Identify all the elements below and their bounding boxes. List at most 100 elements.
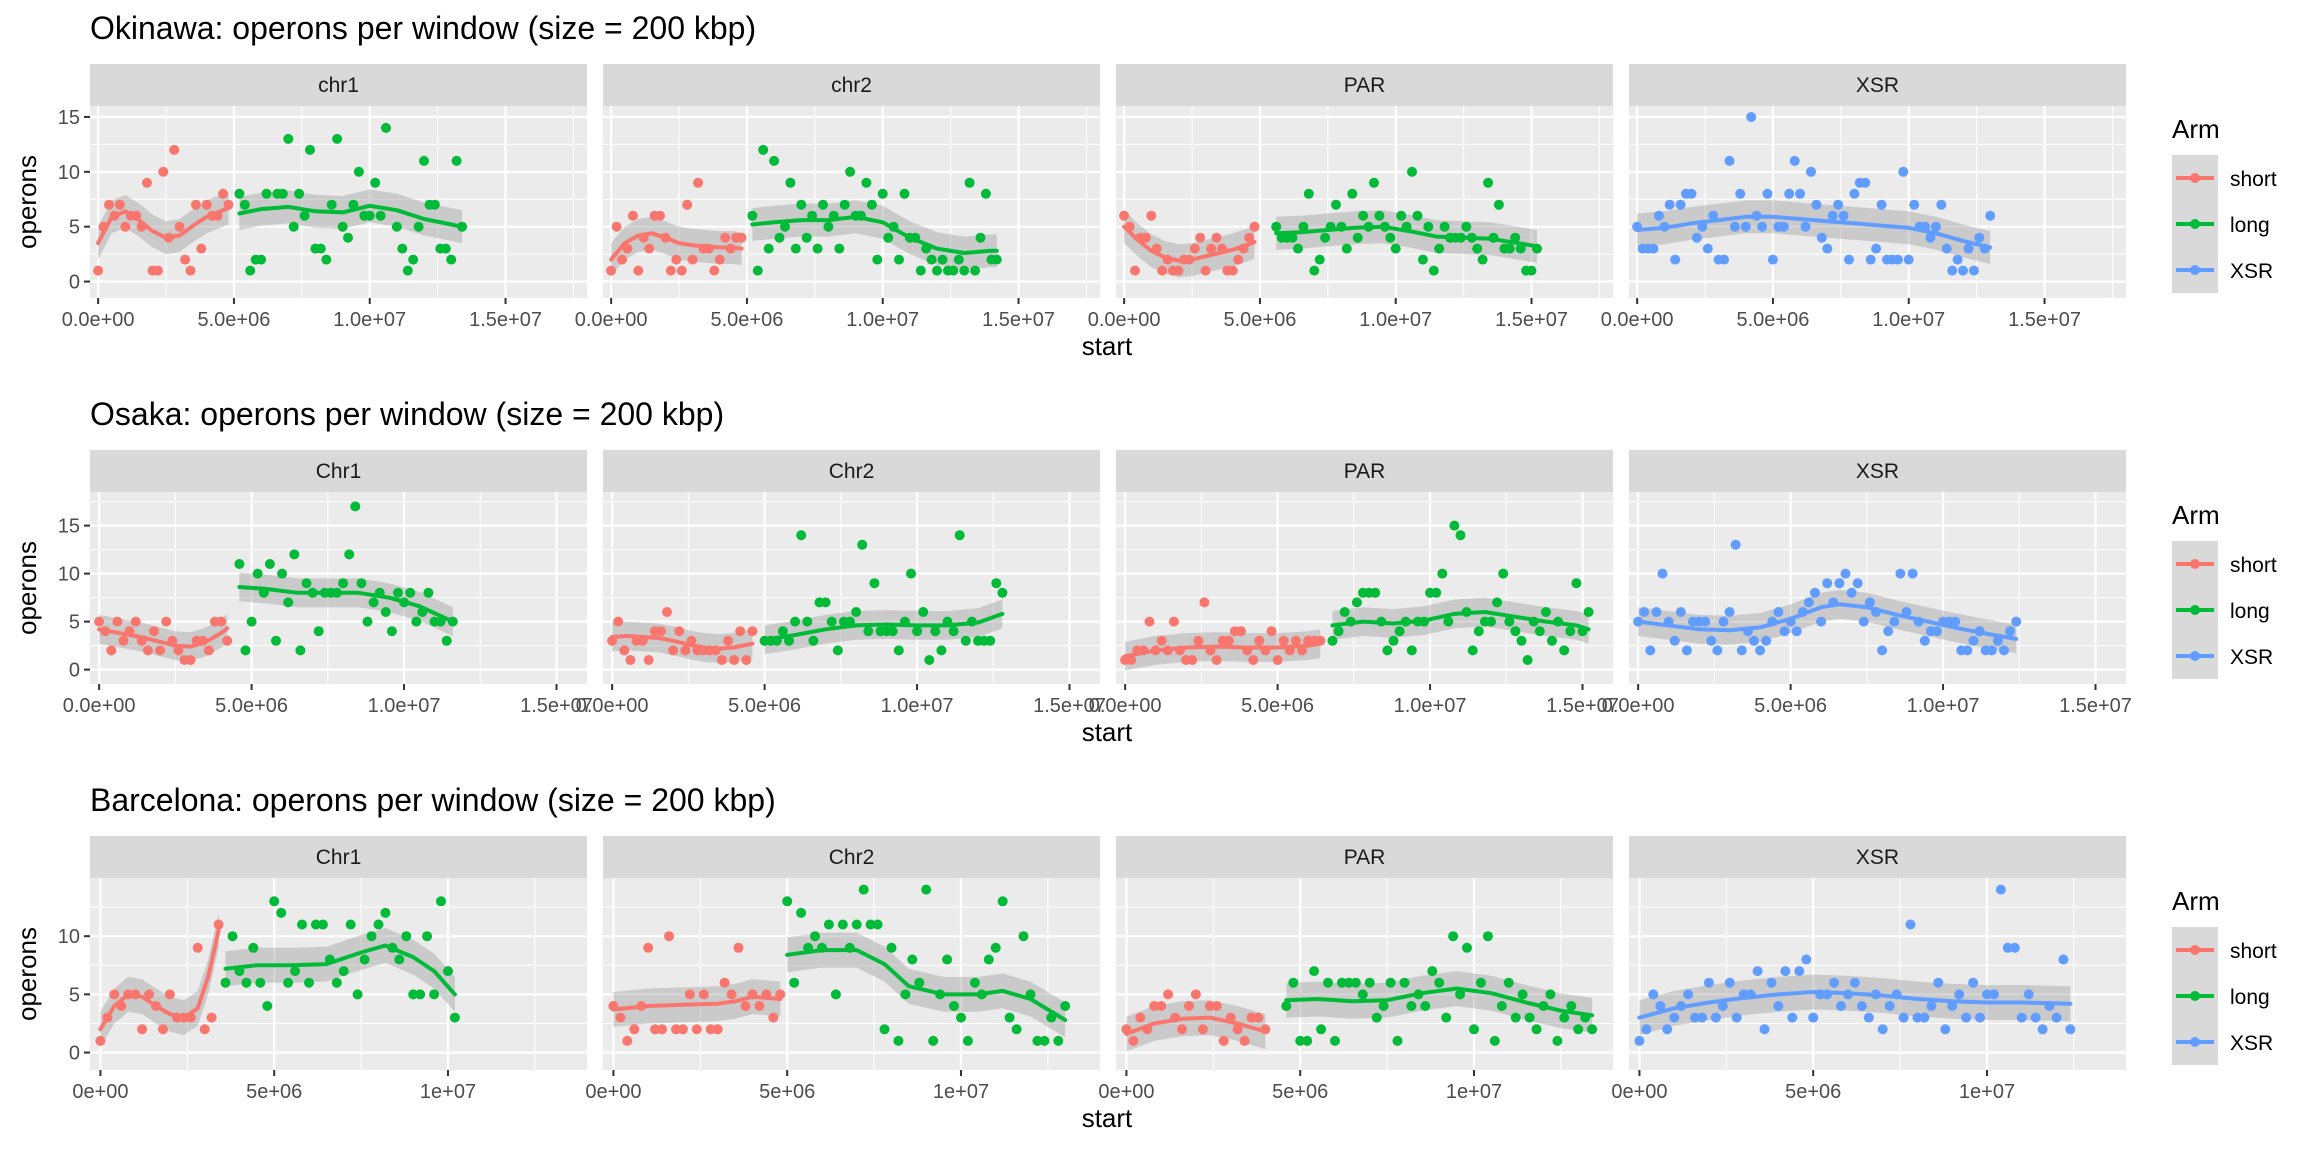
- data-point-short: [655, 210, 665, 221]
- data-point-XSR: [1762, 188, 1773, 199]
- data-point-long: [858, 884, 869, 895]
- data-point-long: [980, 188, 991, 199]
- data-point-long: [234, 188, 245, 199]
- data-point-long: [332, 133, 343, 144]
- data-point-long: [915, 265, 926, 276]
- data-point-long: [1417, 254, 1428, 265]
- data-point-XSR: [1995, 884, 2006, 895]
- y-tick-label: 10: [58, 162, 80, 184]
- data-point-short: [611, 221, 622, 232]
- facet-strip-label: chr2: [831, 74, 872, 97]
- data-point-long: [1004, 1012, 1015, 1023]
- facet-strip: [90, 64, 587, 106]
- facet-strip: [603, 836, 1100, 878]
- data-point-short: [155, 645, 166, 656]
- data-point-short: [733, 942, 744, 953]
- data-point-short: [112, 616, 123, 627]
- data-point-short: [735, 626, 746, 637]
- data-point-XSR: [1655, 1001, 1666, 1011]
- panel-background: [603, 878, 1100, 1070]
- data-point-long: [343, 232, 353, 243]
- data-point-long: [321, 254, 332, 265]
- data-point-short: [655, 626, 666, 637]
- data-point-XSR: [1876, 199, 1887, 210]
- facet-strip: [1629, 450, 2126, 492]
- data-point-short: [1211, 1001, 1222, 1011]
- data-point-XSR: [1791, 626, 1802, 637]
- data-point-long: [1303, 188, 1314, 199]
- data-point-XSR: [1932, 626, 1942, 637]
- data-point-long: [928, 1035, 939, 1046]
- data-point-long: [1407, 166, 1417, 177]
- x-tick-label: 5.0e+06: [215, 695, 288, 717]
- data-point-XSR: [1657, 568, 1668, 579]
- data-point-XSR: [2051, 1012, 2062, 1023]
- data-point-XSR: [1974, 232, 1985, 243]
- legend-item-label: short: [2230, 554, 2277, 577]
- data-point-XSR: [1780, 966, 1791, 977]
- data-point-long: [796, 530, 807, 541]
- data-point-short: [723, 635, 733, 646]
- smooth-line-long: [1330, 610, 1591, 632]
- data-point-long: [893, 645, 904, 656]
- x-tick-label: 1.5e+07: [1033, 695, 1106, 717]
- data-point-short: [1244, 232, 1255, 243]
- data-point-long: [1515, 243, 1526, 254]
- data-point-long: [1352, 232, 1363, 243]
- x-tick-label: 0e+00: [1611, 1081, 1667, 1103]
- data-point-short: [1149, 1001, 1160, 1011]
- data-point-long: [997, 587, 1008, 598]
- data-point-XSR: [1787, 1012, 1798, 1023]
- panel-contents: [1633, 539, 2022, 656]
- data-point-short: [622, 1035, 633, 1046]
- data-point-XSR: [1829, 977, 1840, 988]
- data-point-long: [1385, 977, 1396, 988]
- x-tick-label: 0.0e+00: [576, 695, 649, 717]
- data-point-long: [932, 265, 942, 276]
- data-point-short: [109, 989, 120, 1000]
- y-axis-label: operons: [12, 155, 42, 249]
- smooth-line-long: [750, 214, 999, 255]
- data-point-long: [1455, 989, 1466, 1000]
- data-point-short: [130, 616, 141, 627]
- x-tick-label: 0.0e+00: [575, 309, 648, 331]
- data-point-short: [114, 199, 125, 210]
- panel-contents: [1632, 112, 1996, 276]
- data-point-XSR: [1954, 989, 1965, 1000]
- chart-title: Osaka: operons per window (size = 200 kb…: [90, 396, 724, 432]
- data-point-XSR: [1992, 635, 2003, 646]
- data-point-XSR: [1822, 578, 1833, 589]
- data-point-short: [180, 254, 191, 265]
- x-tick-label: 5.0e+06: [711, 309, 784, 331]
- data-point-long: [1060, 1001, 1071, 1011]
- legend-key-point: [2190, 605, 2200, 615]
- data-point-long: [1298, 221, 1309, 232]
- data-point-long: [956, 1012, 966, 1023]
- data-point-XSR: [1730, 539, 1741, 550]
- data-point-long: [405, 587, 416, 598]
- data-point-XSR: [1975, 1012, 1985, 1023]
- data-point-XSR: [1836, 1001, 1846, 1011]
- data-point-long: [227, 931, 238, 942]
- data-point-long: [907, 954, 918, 965]
- data-point-long: [443, 966, 453, 977]
- legend: Arm short long XSR: [2172, 500, 2277, 679]
- data-point-long: [763, 243, 774, 254]
- data-point-long: [1524, 1012, 1535, 1023]
- data-point-long: [1431, 587, 1442, 598]
- data-point-XSR: [1675, 199, 1686, 210]
- data-point-short: [120, 221, 131, 232]
- data-point-long: [1271, 221, 1282, 232]
- facet-strip: [90, 836, 587, 878]
- data-point-long: [1336, 977, 1347, 988]
- facet-strip-label: Chr1: [316, 460, 362, 483]
- data-point-short: [1223, 635, 1234, 646]
- data-point-short: [1128, 1035, 1139, 1046]
- smooth-line-long: [785, 948, 1068, 1022]
- data-point-short: [1239, 1035, 1250, 1046]
- data-point-long: [1350, 977, 1361, 988]
- legend-item-label: long: [2230, 214, 2270, 237]
- data-point-long: [436, 896, 446, 907]
- data-point-short: [161, 616, 172, 627]
- legend-item-label: short: [2230, 168, 2277, 191]
